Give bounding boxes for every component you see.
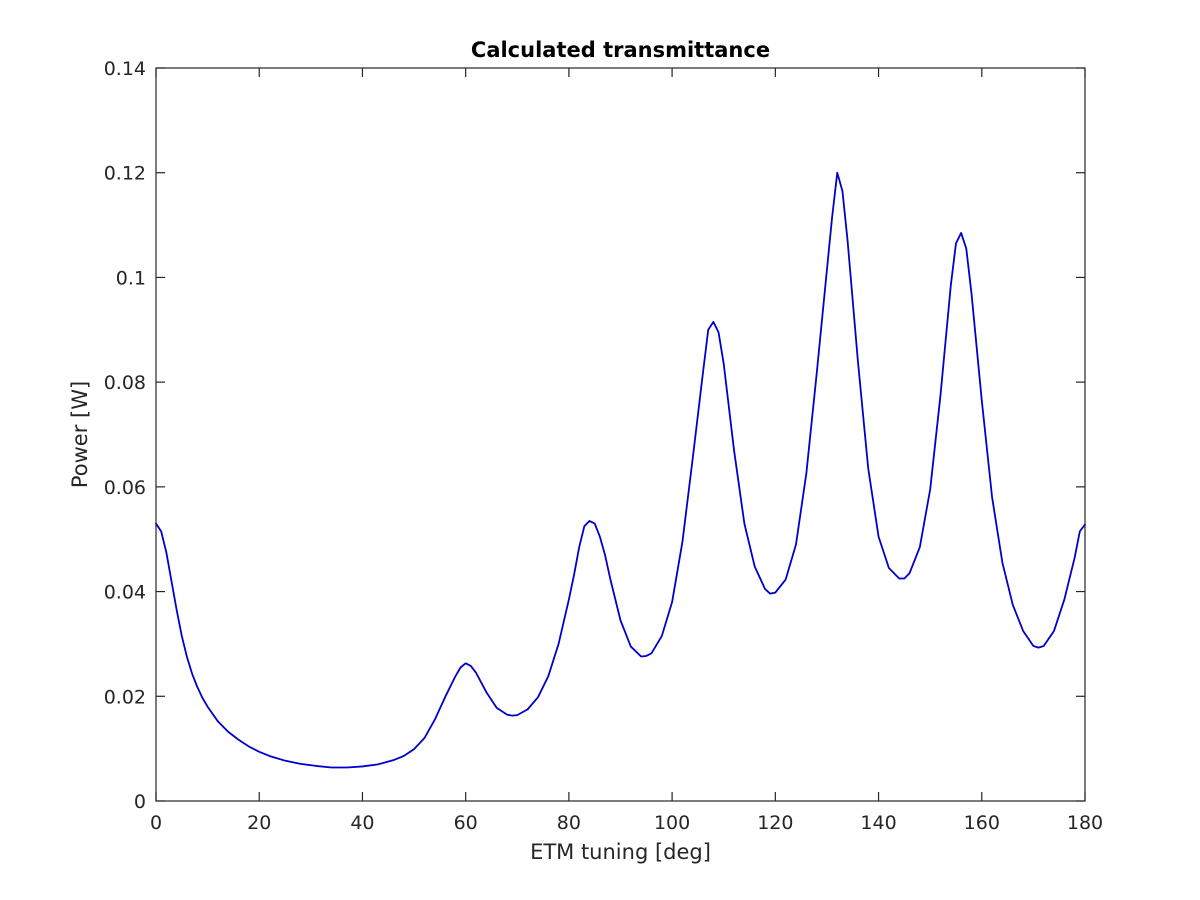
x-tick-label: 140 <box>860 812 896 834</box>
y-tick-label: 0.08 <box>104 372 146 394</box>
x-tick-label: 180 <box>1067 812 1103 834</box>
series-line-0 <box>155 171 1086 769</box>
x-tick-label: 60 <box>454 812 478 834</box>
y-axis-label: Power [W] <box>68 381 92 488</box>
x-tick-label: 160 <box>964 812 1000 834</box>
x-tick-label: 0 <box>150 812 162 834</box>
x-tick-label: 100 <box>654 812 690 834</box>
x-tick-label: 120 <box>757 812 793 834</box>
y-tick-label: 0 <box>134 791 146 813</box>
x-tick-label: 80 <box>557 812 581 834</box>
y-tick-label: 0.02 <box>104 686 146 708</box>
y-tick-label: 0.14 <box>104 58 146 80</box>
y-tick-label: 0.06 <box>104 477 146 499</box>
plot-frame <box>155 67 1086 802</box>
x-tick-label: 40 <box>350 812 374 834</box>
data-lines <box>155 171 1086 769</box>
axis-tick-labels: 0 20 40 60 80 100 120 140 160 180 0 0.02 0.04 0.06 0.0… <box>104 58 1103 834</box>
x-axis-label: ETM tuning [deg] <box>530 840 711 864</box>
y-tick-label: 0.04 <box>104 582 146 604</box>
y-tick-label: 0.12 <box>104 163 146 185</box>
chart-title: Calculated transmittance <box>471 38 770 62</box>
y-tick-label: 0.1 <box>116 267 146 289</box>
x-tick-label: 20 <box>247 812 271 834</box>
plot-area <box>156 68 1085 801</box>
